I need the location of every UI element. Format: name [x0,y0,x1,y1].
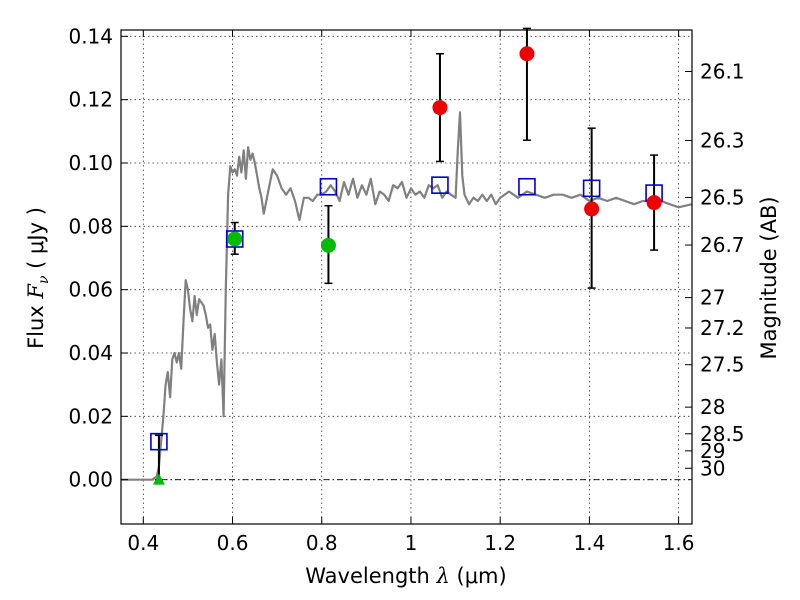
axis-ticks [121,30,692,524]
x-tick-label: 0.4 [127,531,159,555]
model-photometry-square [150,432,168,451]
y2-tick-label: 27.2 [700,316,745,340]
x-tick-labels: 0.4 0.6 0.8 1 1.2 1.4 1.6 [127,531,694,555]
y2-axis-label: Magnitude (AB) [757,196,781,359]
model-photometry-square [225,230,244,248]
y-tick-label: 0.14 [68,24,113,48]
y2-tick-label: 27 [700,286,725,310]
x-axis-label: Wavelength λ (μm) [305,564,506,588]
y-tick-label: 0.10 [68,151,113,175]
y2-tick-label: 26.5 [700,186,745,210]
x-tick-label: 1.6 [663,531,695,555]
y-tick-label: 0.02 [68,404,113,428]
y-tick-label: 0.08 [68,214,113,238]
y-tick-label: 0.04 [68,341,113,365]
y-tick-label: 0.12 [68,88,113,112]
y2-tick-label: 27.5 [700,353,745,377]
x-tick-label: 1.2 [484,531,516,555]
x-tick-label: 1 [405,531,418,555]
y-tick-labels: 0.00 0.02 0.04 0.06 0.08 0.10 0.12 0.14 [68,24,113,491]
x-tick-label: 0.8 [306,531,338,555]
y2-tick-label: 28 [700,395,725,419]
y2-tick-label: 26.1 [700,59,745,83]
observed-flux-point [227,231,243,247]
y2-tick-label: 29 [700,439,725,463]
observed-flux-point [519,46,535,62]
model-photometry-square [319,177,338,196]
x-tick-label: 0.6 [217,531,249,555]
y2-tick-label: 26.7 [700,233,745,257]
data-points [150,46,663,485]
y2-tick-label: 28.5 [700,422,745,446]
model-photometry-square [582,179,601,198]
upper-limit-triangle [152,473,165,485]
y2-tick-label: 30 [700,456,725,480]
plot-frame [120,29,693,525]
observed-flux-point [584,201,600,217]
y-tick-label: 0.06 [68,278,113,302]
y-axis-label: Flux Fν ( μJy ) [24,207,52,349]
x-tick-label: 1.4 [573,531,605,555]
observed-flux-point [320,237,336,253]
observed-flux-point [432,100,448,116]
observed-flux-point [646,195,662,211]
model-photometry-square [518,177,536,196]
y-tick-label: 0.00 [68,468,113,492]
y2-tick-label: 26.3 [700,129,745,153]
model-photometry-square [431,176,449,194]
